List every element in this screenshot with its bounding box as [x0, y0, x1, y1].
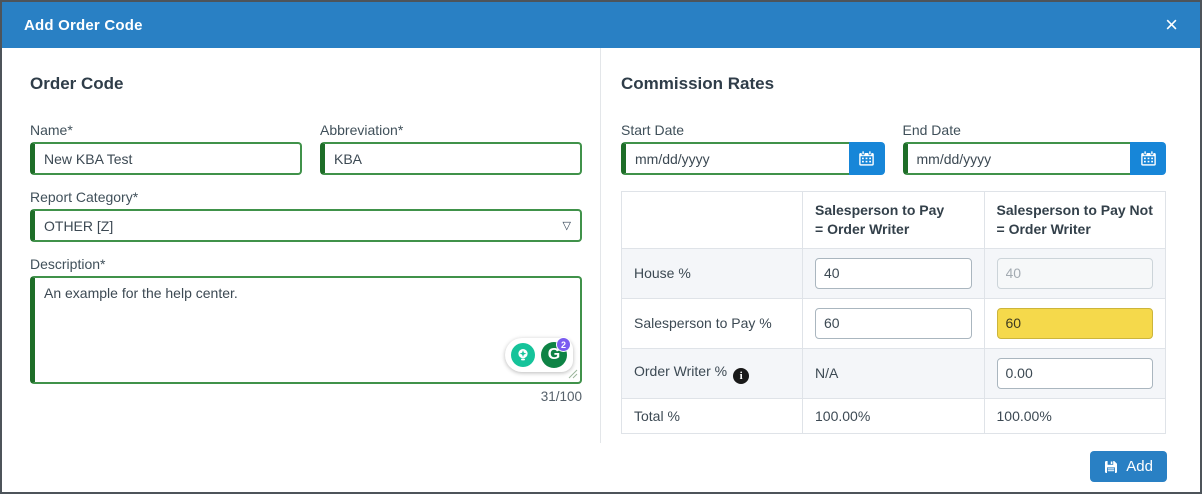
- abbreviation-label: Abbreviation*: [320, 122, 404, 138]
- row-label: Order Writer % i: [621, 347, 803, 399]
- row-label: Salesperson to Pay %: [621, 297, 803, 349]
- col-header-pay-not-equals: Salesperson to Pay Not = Order Writer: [983, 191, 1166, 249]
- close-icon[interactable]: ×: [1165, 12, 1178, 37]
- name-label: Name*: [30, 122, 73, 138]
- start-date-input[interactable]: [621, 142, 849, 175]
- table-row-house: House %: [621, 247, 1166, 299]
- modal-title: Add Order Code: [24, 16, 143, 34]
- col-header-line: = Order Writer: [815, 220, 910, 237]
- description-label: Description*: [30, 256, 106, 272]
- salesperson-pay-equals-input[interactable]: [815, 307, 972, 339]
- modal-header: Add Order Code ×: [2, 2, 1200, 48]
- salesperson-pay-not-equals-input[interactable]: [996, 307, 1153, 339]
- save-icon: [1105, 460, 1118, 473]
- col-header-pay-equals: Salesperson to Pay = Order Writer: [802, 191, 985, 249]
- report-category-label: Report Category*: [30, 189, 139, 205]
- add-button-label: Add: [1126, 458, 1153, 475]
- abbreviation-field[interactable]: [320, 142, 582, 175]
- modal-body: Order Code Name* Abbreviation* Report Ca…: [2, 48, 1200, 443]
- info-icon[interactable]: i: [733, 367, 750, 384]
- calendar-icon: [859, 150, 874, 166]
- col-header-line: Salesperson to Pay Not: [996, 202, 1153, 218]
- row-label: House %: [621, 247, 803, 299]
- house-pay-not-equals-input: [996, 257, 1153, 289]
- table-header-row: Salesperson to Pay = Order Writer Salesp…: [621, 191, 1166, 249]
- row-label: Total %: [621, 397, 803, 434]
- table-row-total: Total % 100.00% 100.00%: [621, 397, 1166, 434]
- commission-rates-table: Salesperson to Pay = Order Writer Salesp…: [621, 191, 1166, 434]
- grammarly-logo-icon[interactable]: G 2: [541, 337, 571, 368]
- grammarly-widget[interactable]: G 2: [505, 337, 573, 372]
- start-date-label: Start Date: [621, 122, 685, 138]
- grammarly-suggestion-bulb-icon[interactable]: [511, 343, 535, 367]
- textarea-resize-handle[interactable]: [568, 369, 578, 379]
- col-header-line: = Order Writer: [996, 220, 1091, 237]
- order-code-section: Order Code Name* Abbreviation* Report Ca…: [2, 48, 601, 443]
- calendar-icon: [1140, 150, 1156, 166]
- row-label-text: Order Writer %: [634, 362, 728, 379]
- order-writer-pay-not-equals-input[interactable]: [996, 357, 1153, 389]
- chevron-down-icon: ▽: [562, 220, 571, 232]
- grammarly-count-badge: 2: [556, 337, 571, 352]
- table-row-salesperson-to-pay: Salesperson to Pay %: [621, 297, 1166, 349]
- description-field[interactable]: An example for the help center.: [30, 276, 582, 384]
- grammarly-g-glyph: G: [547, 346, 561, 363]
- total-pay-not-equals-value: 100.00%: [983, 397, 1166, 434]
- order-writer-pay-equals-value: N/A: [802, 347, 985, 399]
- order-code-heading: Order Code: [30, 74, 124, 93]
- table-corner-cell: [621, 191, 803, 249]
- col-header-line: Salesperson to Pay: [815, 202, 945, 218]
- table-row-order-writer: Order Writer % i N/A: [621, 347, 1166, 399]
- end-date-input[interactable]: [902, 142, 1130, 175]
- description-char-counter: 31/100: [540, 389, 582, 404]
- total-pay-equals-value: 100.00%: [802, 397, 985, 434]
- add-button[interactable]: Add: [1090, 451, 1167, 482]
- modal-footer: Add: [2, 443, 1200, 492]
- report-category-value: OTHER [Z]: [44, 217, 114, 234]
- name-field[interactable]: [30, 142, 302, 175]
- commission-rates-heading: Commission Rates: [621, 74, 775, 93]
- report-category-select[interactable]: OTHER [Z] ▽: [30, 209, 582, 242]
- end-date-label: End Date: [902, 122, 961, 138]
- house-pay-equals-input[interactable]: [815, 257, 972, 289]
- start-date-calendar-button[interactable]: [848, 142, 885, 175]
- commission-rates-section: Commission Rates Start Date: [601, 48, 1200, 443]
- end-date-calendar-button[interactable]: [1130, 142, 1166, 175]
